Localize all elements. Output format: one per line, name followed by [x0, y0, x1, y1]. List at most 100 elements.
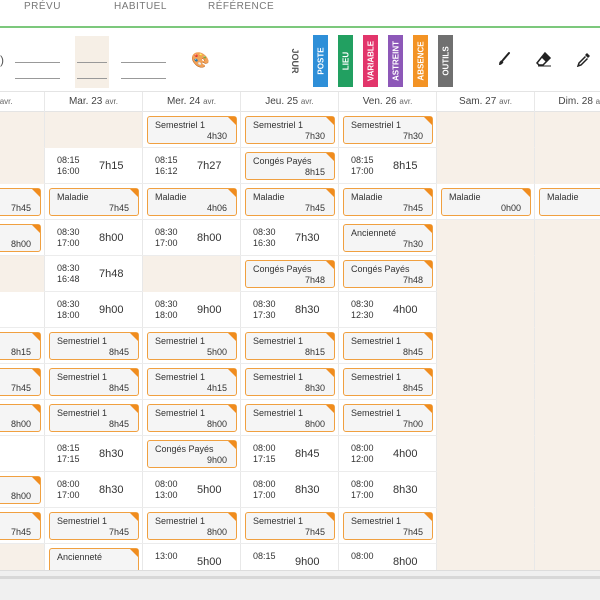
absence-card[interactable]: Ancienneté 7h30: [343, 224, 433, 252]
shift-cell[interactable]: 08:30 12:30 4h00: [343, 296, 433, 324]
empty-day-cell[interactable]: [535, 544, 600, 570]
filter-field-3b[interactable]: [121, 78, 166, 79]
absence-card[interactable]: Semestriel 1 4h15: [147, 368, 237, 396]
absence-card[interactable]: Semestriel 1 8h45: [343, 332, 433, 360]
empty-day-cell[interactable]: [535, 112, 600, 148]
empty-day-cell[interactable]: [143, 256, 240, 292]
absence-card[interactable]: Semestriel 1 8h00: [245, 404, 335, 432]
shift-cell[interactable]: 08:15 17:00 8h15: [343, 152, 433, 180]
absence-card[interactable]: Semestriel 1 8h00: [147, 404, 237, 432]
absence-card[interactable]: Semestriel 1 7h45: [245, 512, 335, 540]
shift-cell[interactable]: 08:30 16:30 7h30: [245, 224, 335, 252]
shift-cell[interactable]: 08:30 18:00 9h00: [147, 296, 237, 324]
empty-day-cell[interactable]: [437, 364, 534, 400]
absence-card[interactable]: Semestriel 1 8h15: [245, 332, 335, 360]
empty-day-cell[interactable]: [535, 256, 600, 292]
empty-day-cell[interactable]: [437, 256, 534, 292]
shift-cell[interactable]: 08:15 17:15 8h30: [49, 440, 139, 468]
empty-day-cell[interactable]: [535, 292, 600, 328]
shift-cell[interactable]: 8h30: [0, 296, 41, 324]
absence-card[interactable]: 7h45: [0, 188, 41, 216]
empty-day-cell[interactable]: [437, 400, 534, 436]
variable-button[interactable]: VARIABLE: [363, 35, 378, 87]
horizontal-scrollbar[interactable]: [0, 576, 600, 579]
shift-cell[interactable]: 08:00 12:00 4h00: [343, 440, 433, 468]
empty-day-cell[interactable]: [535, 364, 600, 400]
empty-day-cell[interactable]: [535, 148, 600, 184]
empty-day-cell[interactable]: [437, 220, 534, 256]
empty-day-cell[interactable]: [535, 472, 600, 508]
empty-day-cell[interactable]: [535, 328, 600, 364]
eyedropper-icon[interactable]: [576, 51, 592, 68]
absence-card[interactable]: Semestriel 1 8h45: [343, 368, 433, 396]
shift-cell[interactable]: 08:30 17:30 8h30: [245, 296, 335, 324]
shift-cell[interactable]: 8h45: [0, 440, 41, 468]
absence-card[interactable]: Semestriel 1 7h30: [245, 116, 335, 144]
absence-card[interactable]: Semestriel 1 8h30: [245, 368, 335, 396]
absence-button[interactable]: ABSENCE: [413, 35, 428, 87]
empty-day-cell[interactable]: [535, 436, 600, 472]
empty-day-cell[interactable]: [437, 328, 534, 364]
absence-card[interactable]: Congés Payés 7h48: [245, 260, 335, 288]
absence-card[interactable]: Semestriel 1 8h45: [49, 332, 139, 360]
empty-day-cell[interactable]: [437, 292, 534, 328]
absence-card[interactable]: Congés Payés 8h15: [245, 152, 335, 180]
shift-cell[interactable]: 08:15 9h00: [245, 548, 335, 570]
empty-day-cell[interactable]: [0, 148, 44, 184]
shift-cell[interactable]: 08:00 17:15 8h45: [245, 440, 335, 468]
empty-day-cell[interactable]: [437, 436, 534, 472]
empty-day-cell[interactable]: [437, 544, 534, 570]
absence-card[interactable]: Semestriel 1 7h30: [343, 116, 433, 144]
shift-cell[interactable]: 13:00 5h00: [147, 548, 237, 570]
empty-day-cell[interactable]: [0, 256, 44, 292]
jour-toggle[interactable]: JOUR: [288, 40, 302, 82]
empty-day-cell[interactable]: [45, 112, 142, 148]
lieu-button[interactable]: LIEU: [338, 35, 353, 87]
absence-card[interactable]: Maladie 7h45: [343, 188, 433, 216]
filter-field-2[interactable]: [77, 62, 107, 63]
poste-button[interactable]: POSTE: [313, 35, 328, 87]
shift-cell[interactable]: 08:30 17:00 8h00: [49, 224, 139, 252]
absence-card[interactable]: Semestriel 1 7h45: [343, 512, 433, 540]
absence-card[interactable]: yés8h00: [0, 224, 41, 252]
tab-reference[interactable]: RÉFÉRENCE: [208, 1, 275, 12]
filter-field-1[interactable]: [15, 62, 60, 63]
shift-cell[interactable]: 08:00 17:00 8h30: [49, 476, 139, 504]
shift-cell[interactable]: 08:30 18:00 9h00: [49, 296, 139, 324]
shift-cell[interactable]: 08:00 17:00 8h30: [245, 476, 335, 504]
absence-card[interactable]: Maladie 7h45: [49, 188, 139, 216]
empty-day-cell[interactable]: [0, 112, 44, 148]
filter-field-2b[interactable]: [77, 78, 107, 79]
absence-card[interactable]: Semestriel 1 8h00: [147, 512, 237, 540]
shift-cell[interactable]: 08:00 8h00: [343, 548, 433, 570]
shift-cell[interactable]: 08:15 16:00 7h15: [49, 152, 139, 180]
shift-cell[interactable]: 08:15 16:12 7h27: [147, 152, 237, 180]
eraser-icon[interactable]: [535, 51, 552, 67]
empty-day-cell[interactable]: [0, 544, 44, 570]
absence-card[interactable]: Maladie 7h45: [245, 188, 335, 216]
empty-day-cell[interactable]: [535, 220, 600, 256]
empty-day-cell[interactable]: [437, 148, 534, 184]
shift-cell[interactable]: 08:30 16:48 7h48: [49, 260, 139, 288]
absence-card[interactable]: Semestriel 1 4h30: [147, 116, 237, 144]
absence-card[interactable]: Semestriel 1 8h45: [49, 404, 139, 432]
tab-habituel[interactable]: HABITUEL: [114, 1, 167, 12]
absence-card[interactable]: yés8h00: [0, 476, 41, 504]
absence-card[interactable]: Semestriel 1 5h00: [147, 332, 237, 360]
brush-icon[interactable]: [496, 51, 512, 67]
absence-card[interactable]: Semestriel 1 7h45: [49, 512, 139, 540]
filter-field-3[interactable]: [121, 62, 166, 63]
outils-button[interactable]: OUTILS: [438, 35, 453, 87]
shift-cell[interactable]: 08:00 17:00 8h30: [343, 476, 433, 504]
absence-card[interactable]: Ancienneté: [49, 548, 139, 570]
astreint-button[interactable]: ASTREINT: [388, 35, 403, 87]
absence-card[interactable]: Maladie 4h06: [147, 188, 237, 216]
empty-day-cell[interactable]: [437, 508, 534, 544]
absence-card[interactable]: Semestriel 1 8h45: [49, 368, 139, 396]
absence-card[interactable]: Congés Payés 7h48: [343, 260, 433, 288]
